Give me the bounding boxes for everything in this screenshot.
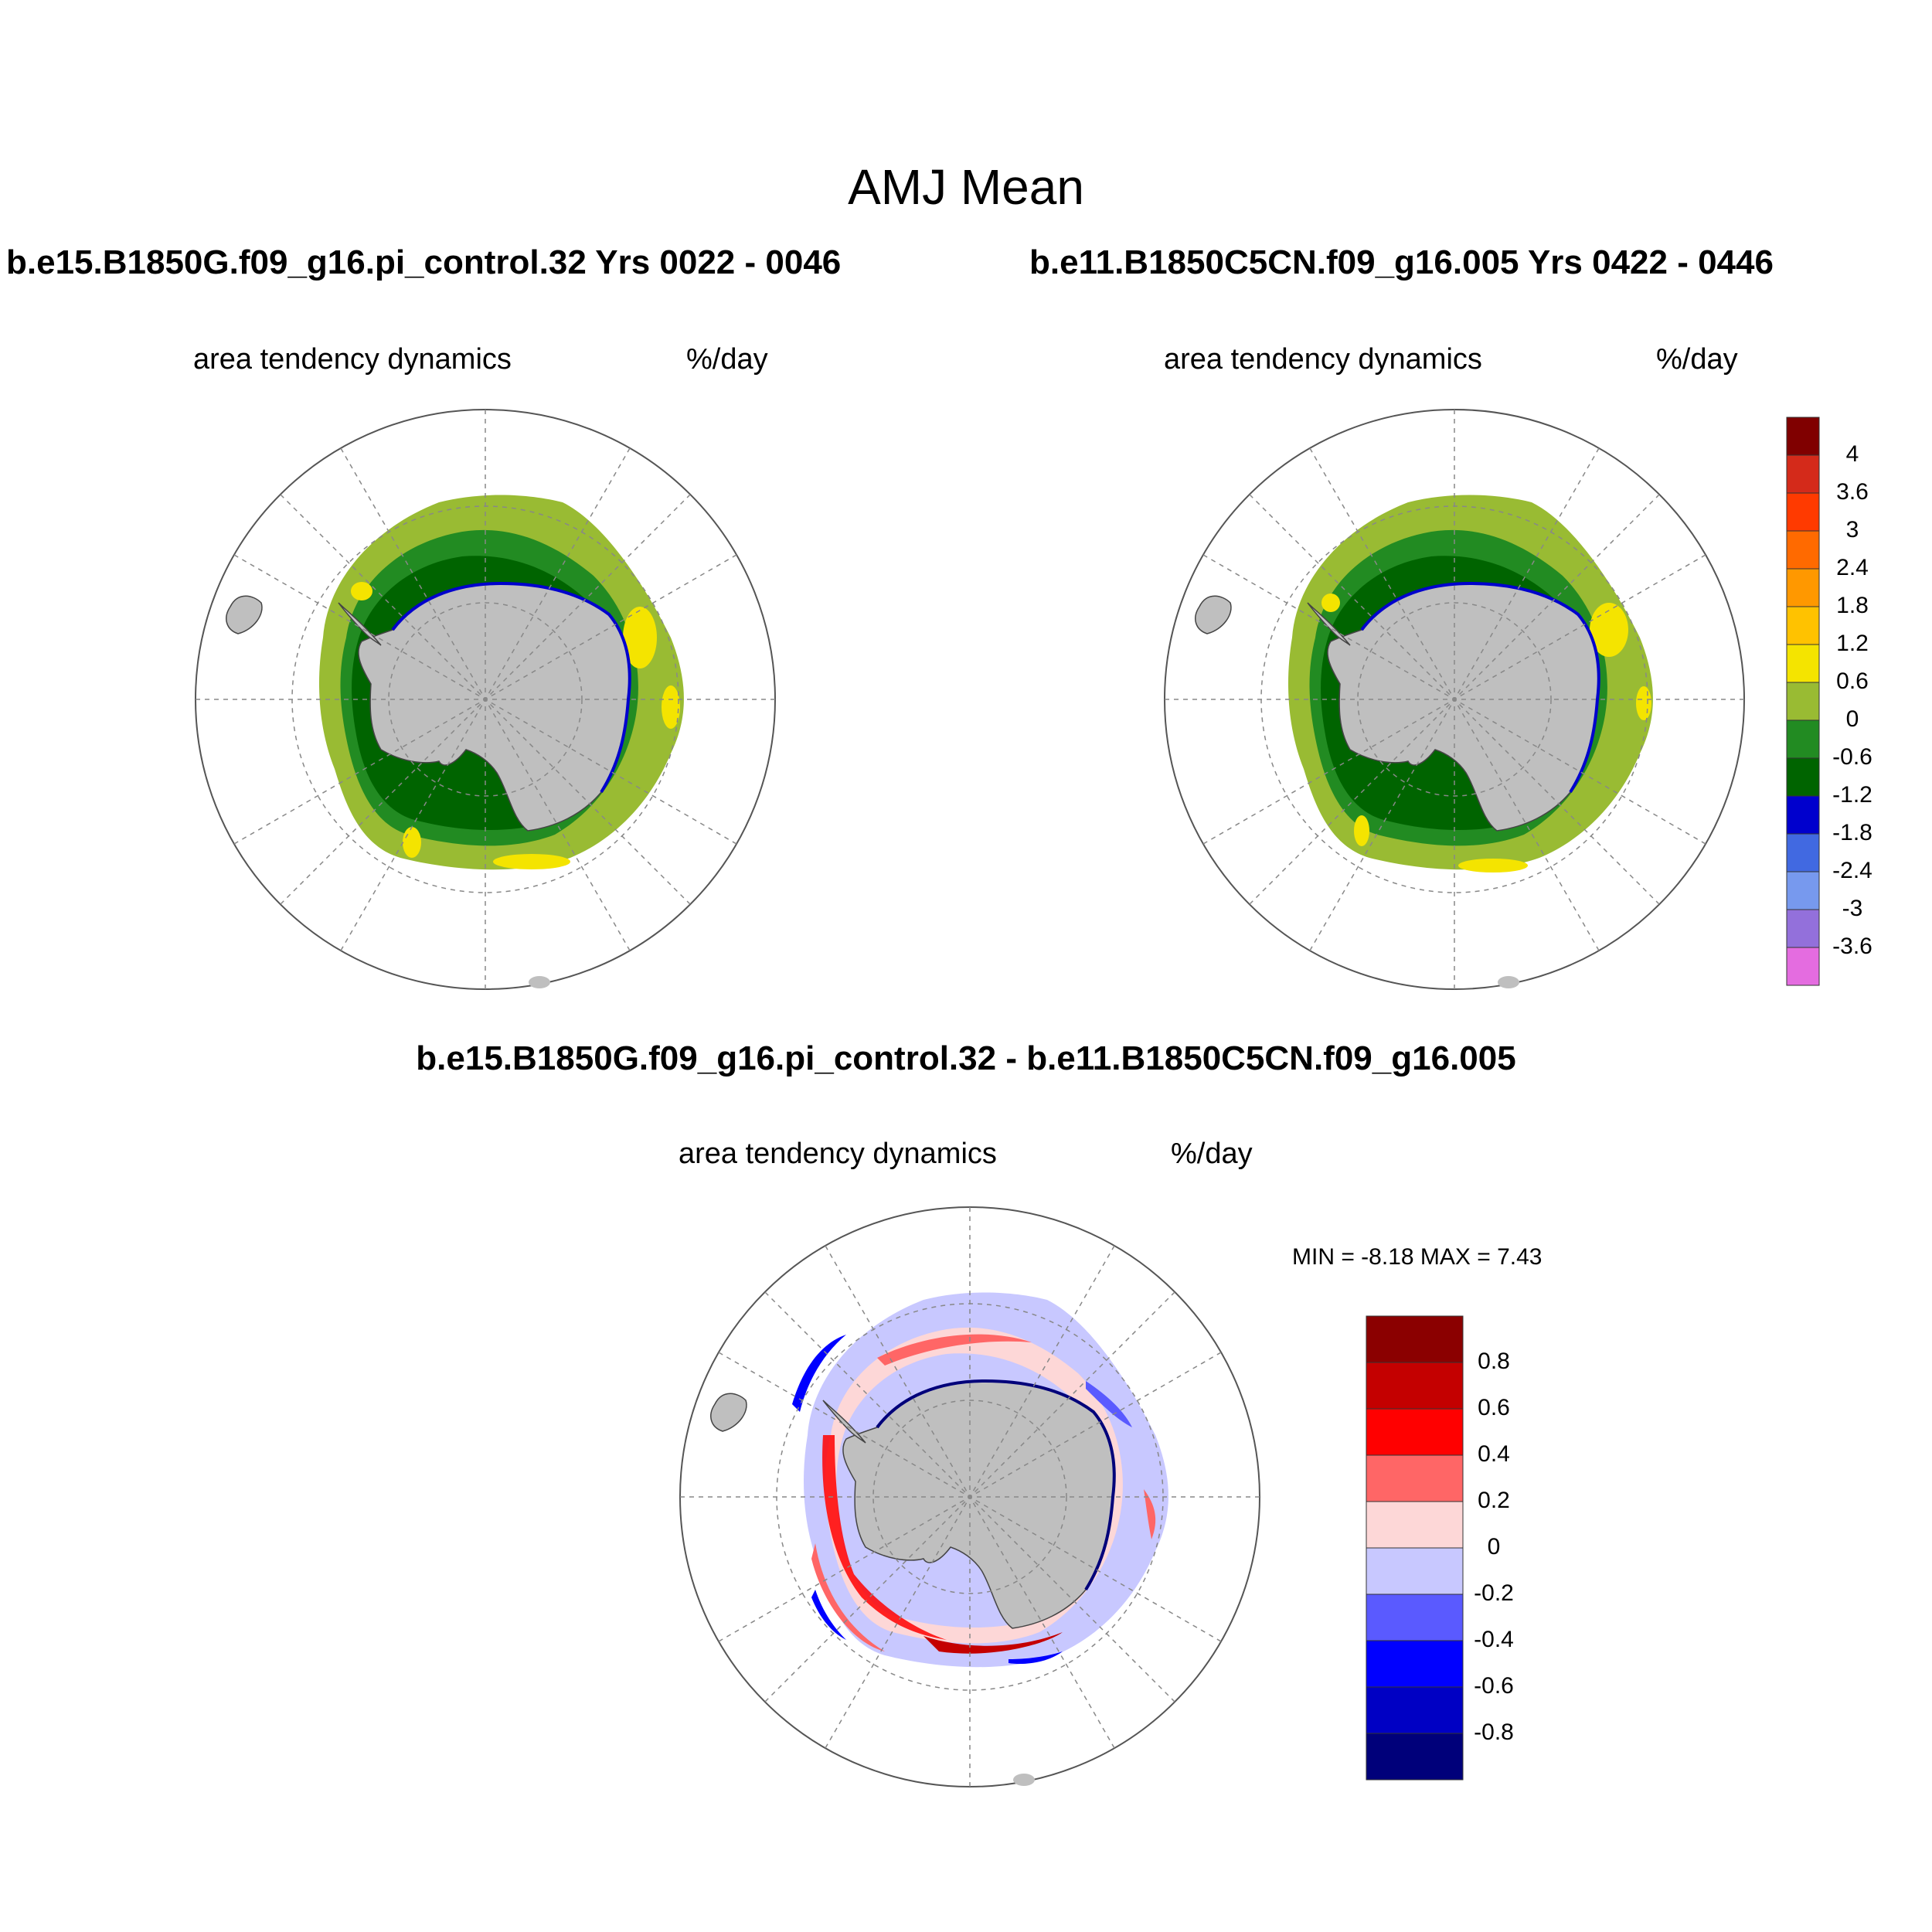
- left-panel-run-title: b.e15.B1850G.f09_g16.pi_control.32 Yrs 0…: [6, 243, 842, 281]
- main-colorbar-tick-label: -1.2: [1832, 782, 1872, 808]
- difference-polar-map: [679, 1206, 1260, 1787]
- main-colorbar-tick-label: -0.6: [1832, 744, 1872, 770]
- main-colorbar-tick-label: -3.6: [1832, 934, 1872, 959]
- main-colorbar-swatch: [1786, 530, 1820, 570]
- difference-colorbar-swatch: [1366, 1454, 1464, 1502]
- difference-colorbar-tick-label: -0.8: [1474, 1719, 1514, 1745]
- left-panel-variable-label: area tendency dynamics: [193, 343, 512, 376]
- difference-colorbar-swatch: [1366, 1594, 1464, 1641]
- main-colorbar-tick-label: 1.8: [1836, 593, 1869, 618]
- main-colorbar-tick-label: 1.2: [1836, 631, 1869, 656]
- difference-colorbar-tick-label: 0.2: [1478, 1488, 1510, 1513]
- main-colorbar-tick-label: 4: [1845, 441, 1859, 467]
- main-colorbar-swatch: [1786, 417, 1820, 456]
- difference-colorbar-swatch: [1366, 1408, 1464, 1456]
- main-colorbar-swatch: [1786, 644, 1820, 683]
- right-panel-units-label: %/day: [1656, 343, 1738, 376]
- difference-colorbar-tick-label: -0.4: [1474, 1627, 1514, 1652]
- main-colorbar-swatch: [1786, 757, 1820, 797]
- figure-title: AMJ Mean: [848, 159, 1084, 215]
- main-colorbar-swatch: [1786, 871, 1820, 910]
- main-colorbar-tick-label: 0.6: [1836, 668, 1869, 694]
- main-colorbar-tick-label: 2.4: [1836, 555, 1869, 580]
- right-panel-variable-label: area tendency dynamics: [1164, 343, 1482, 376]
- main-colorbar-swatch: [1786, 606, 1820, 645]
- left-panel-units-label: %/day: [686, 343, 768, 376]
- main-colorbar-swatch: [1786, 568, 1820, 607]
- main-colorbar-tick-label: 3.6: [1836, 479, 1869, 505]
- right-polar-map: [1164, 409, 1745, 990]
- main-colorbar-swatch: [1786, 833, 1820, 872]
- difference-panel-title: b.e15.B1850G.f09_g16.pi_control.32 - b.e…: [416, 1039, 1516, 1077]
- main-colorbar-tick-label: 0: [1845, 706, 1859, 732]
- difference-colorbar-tick-label: 0.4: [1478, 1441, 1510, 1467]
- main-colorbar-tick-label: -1.8: [1832, 820, 1872, 845]
- main-colorbar: [1786, 417, 1820, 986]
- difference-colorbar-swatch: [1366, 1501, 1464, 1549]
- difference-colorbar-swatch: [1366, 1547, 1464, 1595]
- difference-colorbar-swatch: [1366, 1686, 1464, 1734]
- left-polar-map: [195, 409, 776, 990]
- difference-panel-units-label: %/day: [1171, 1138, 1253, 1170]
- main-colorbar-tick-label: -3: [1842, 896, 1863, 921]
- main-colorbar-swatch: [1786, 719, 1820, 759]
- main-colorbar-swatch: [1786, 492, 1820, 532]
- difference-colorbar-swatch: [1366, 1640, 1464, 1688]
- main-colorbar-tick-label: 3: [1845, 517, 1859, 543]
- difference-colorbar-tick-label: -0.2: [1474, 1580, 1514, 1606]
- difference-colorbar-swatch: [1366, 1362, 1464, 1410]
- difference-colorbar-tick-label: 0: [1487, 1534, 1501, 1560]
- main-colorbar-swatch: [1786, 454, 1820, 494]
- right-panel-run-title: b.e11.B1850C5CN.f09_g16.005 Yrs 0422 - 0…: [1029, 243, 1774, 281]
- difference-colorbar-tick-label: -0.6: [1474, 1673, 1514, 1699]
- difference-colorbar-swatch: [1366, 1315, 1464, 1363]
- difference-min-max-label: MIN = -8.18 MAX = 7.43: [1292, 1244, 1543, 1270]
- main-colorbar-swatch: [1786, 909, 1820, 948]
- main-colorbar-tick-label: -2.4: [1832, 858, 1872, 883]
- difference-colorbar-swatch: [1366, 1733, 1464, 1781]
- difference-colorbar: [1366, 1315, 1464, 1781]
- main-colorbar-swatch: [1786, 682, 1820, 721]
- difference-colorbar-tick-label: 0.6: [1478, 1395, 1510, 1420]
- difference-panel-variable-label: area tendency dynamics: [679, 1138, 997, 1170]
- difference-colorbar-tick-label: 0.8: [1478, 1349, 1510, 1374]
- main-colorbar-swatch: [1786, 795, 1820, 835]
- main-colorbar-swatch: [1786, 947, 1820, 986]
